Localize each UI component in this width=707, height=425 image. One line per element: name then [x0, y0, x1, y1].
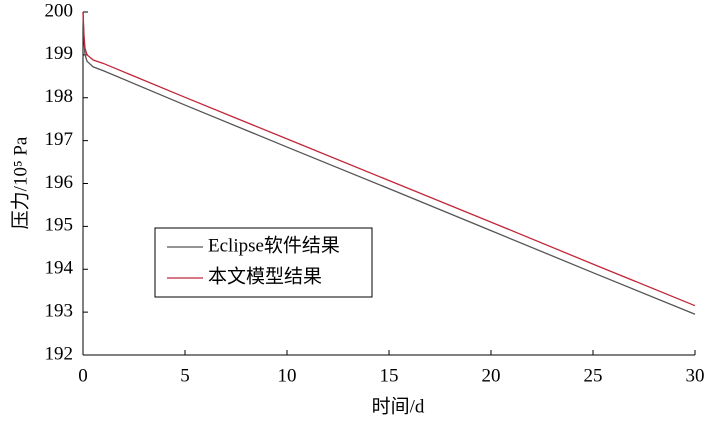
x-tick-label: 0 [78, 365, 88, 386]
x-tick-label: 15 [380, 365, 399, 386]
y-tick-label: 193 [45, 300, 74, 321]
x-tick-label: 25 [584, 365, 603, 386]
y-tick-label: 199 [45, 43, 74, 64]
x-tick-label: 20 [482, 365, 501, 386]
y-tick-label: 194 [45, 258, 74, 279]
x-tick-label: 10 [278, 365, 297, 386]
y-tick-label: 195 [45, 215, 74, 236]
y-axis-label: 压力/10⁵ Pa [9, 136, 31, 229]
x-tick-label: 30 [686, 365, 705, 386]
y-tick-label: 200 [45, 0, 74, 21]
x-axis-label: 时间/d [372, 395, 425, 417]
legend-label: 本文模型结果 [208, 265, 322, 287]
y-tick-label: 198 [45, 86, 74, 107]
y-tick-label: 197 [45, 129, 74, 150]
legend-label: Eclipse软件结果 [208, 234, 340, 256]
x-tick-label: 5 [180, 365, 190, 386]
series-line [82, 11, 696, 307]
legend-box [154, 227, 373, 298]
y-tick-label: 192 [45, 343, 74, 364]
y-tick-label: 196 [45, 172, 74, 193]
series-line [82, 11, 696, 315]
